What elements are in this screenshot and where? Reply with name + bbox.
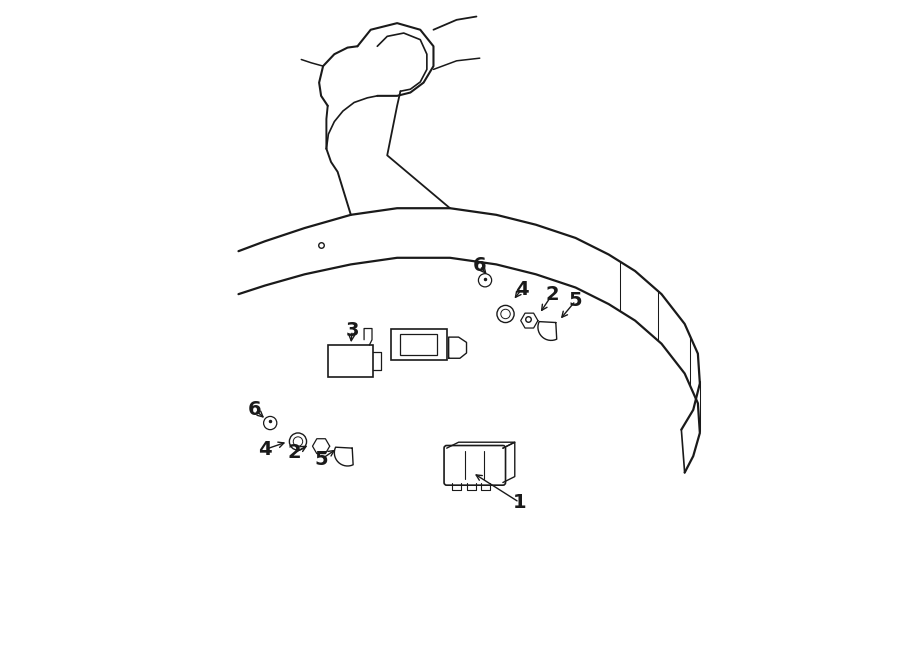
FancyBboxPatch shape	[444, 446, 506, 485]
Text: 2: 2	[288, 444, 302, 462]
Text: 5: 5	[314, 450, 328, 469]
Text: 2: 2	[545, 285, 559, 303]
Bar	[328, 345, 373, 377]
Bar	[391, 329, 446, 360]
Text: 4: 4	[258, 440, 272, 459]
Text: 6: 6	[248, 401, 262, 419]
Bar	[400, 334, 436, 355]
Text: 5: 5	[569, 292, 582, 310]
Text: 4: 4	[515, 280, 528, 299]
Text: 6: 6	[472, 256, 487, 275]
Text: 3: 3	[346, 321, 359, 340]
Text: 1: 1	[513, 493, 526, 512]
